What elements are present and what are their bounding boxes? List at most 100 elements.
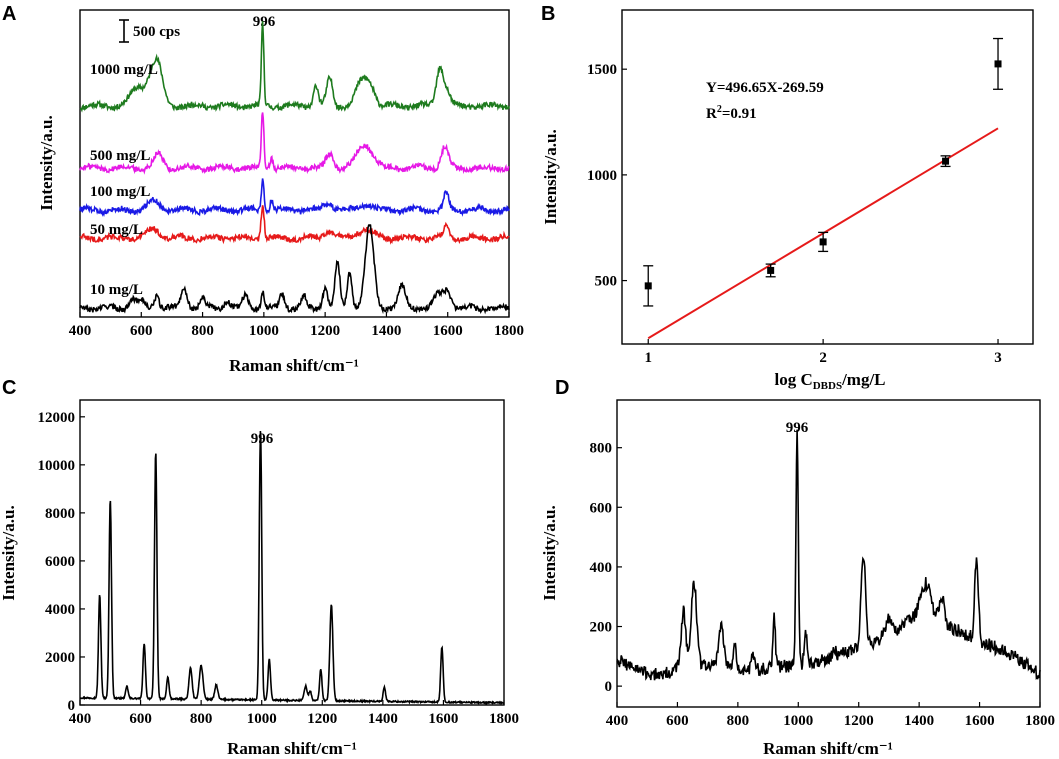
panel-d-x-tick-label-1600: 1600: [965, 713, 995, 729]
panel-b-data-point-4: [994, 60, 1002, 68]
panel-c-y-tick-label-4000: 4000: [45, 602, 75, 618]
panel-d-spectrum-line: [616, 429, 1041, 681]
panel-a-series-label-1: 500 mg/L: [90, 148, 150, 164]
panel-c-y-tick-label-8000: 8000: [45, 506, 75, 522]
panel-d-x-tick-label-1400: 1400: [904, 713, 934, 729]
panel-d-peak-label: 996: [786, 420, 809, 436]
panel-d: D 400 600 800 1000 1200 1400 1600 1800 0 200 400 60…: [540, 377, 1055, 758]
panel-d-label: D: [555, 377, 569, 399]
panel-a-scale-bar-label: 500 cps: [133, 24, 180, 40]
panel-d-x-tick-label-1000: 1000: [783, 713, 813, 729]
panel-a-x-tick-label-1600: 1600: [433, 323, 463, 339]
panel-b-y-axis-label: Intensity/a.u.: [541, 129, 560, 224]
panel-c-x-tick-label-1400: 1400: [368, 711, 398, 727]
panel-c-x-tick-label-400: 400: [69, 711, 92, 727]
panel-c-y-tick-label-0: 0: [68, 698, 76, 714]
panel-b-data-point-3: [942, 157, 950, 165]
panel-b-marks: [643, 37, 1004, 340]
panel-a-label: A: [2, 3, 16, 25]
panel-b-x-axis-label: log CDBDS/mg/L: [774, 370, 885, 392]
panel-c-x-tick-label-600: 600: [129, 711, 152, 727]
panel-a-scale-bar: 500 cps: [119, 19, 180, 43]
panel-b-label: B: [541, 3, 555, 25]
panel-a-series-line-10-mg-L: [79, 223, 510, 315]
panel-d-x-tick-label-800: 800: [727, 713, 750, 729]
panel-d-x-tick-label-1200: 1200: [844, 713, 874, 729]
panel-a-peak-label: 996: [253, 14, 276, 30]
panel-a-series-label-3: 50 mg/L: [90, 222, 143, 238]
panel-a-x-tick-label-400: 400: [69, 323, 92, 339]
panel-a-x-tick-label-600: 600: [130, 323, 153, 339]
panel-b-y-tick-label-1500: 1500: [587, 62, 617, 78]
panel-a-series-label-4: 10 mg/L: [90, 282, 143, 298]
panel-a: A 400 600 800 1000 1200 1400 1600 1800 Raman sh…: [2, 3, 524, 375]
panel-d-x-tick-label-400: 400: [606, 713, 629, 729]
panel-a-x-tick-label-1800: 1800: [494, 323, 524, 339]
panel-a-x-axis-label: Raman shift/cm⁻¹: [229, 356, 359, 375]
panel-b-fit-equation: Y=496.65X-269.59: [706, 80, 824, 96]
panel-a-y-axis-label: Intensity/a.u.: [37, 115, 56, 210]
panel-a-series-label-2: 100 mg/L: [90, 184, 150, 200]
panel-c-y-tick-label-10000: 10000: [38, 458, 76, 474]
panel-c-spectrum-line: [79, 430, 505, 706]
panel-b-x-tick-label-2: 2: [819, 350, 827, 366]
panel-c-plot-frame: [79, 399, 505, 706]
panel-b-data-point-1: [767, 266, 775, 274]
panel-c-peak-label: 996: [251, 431, 274, 447]
panel-b-ticks: 1 2 3 500 1000 1500: [587, 62, 1002, 366]
panel-d-y-tick-label-200: 200: [590, 620, 613, 636]
panel-b-data-point-0: [644, 282, 652, 290]
panel-c-y-tick-label-2000: 2000: [45, 650, 75, 666]
panel-d-x-axis-label: Raman shift/cm⁻¹: [763, 739, 893, 758]
panel-d-ticks: 400 600 800 1000 1200 1400 1600 1800 0 200 400 600 8…: [590, 441, 1056, 729]
panel-c-y-tick-label-6000: 6000: [45, 554, 75, 570]
panel-a-x-tick-label-800: 800: [191, 323, 214, 339]
panel-d-marks: [616, 429, 1041, 681]
panel-c-x-tick-label-800: 800: [190, 711, 213, 727]
panel-a-series-group: 1000 mg/L 500 mg/L 100 mg/L 50 mg/L 10 mg/L: [79, 21, 510, 315]
panel-d-y-axis-label: Intensity/a.u.: [540, 505, 559, 600]
panel-c-x-tick-label-1000: 1000: [247, 711, 277, 727]
panel-b-x-tick-label-3: 3: [994, 350, 1002, 366]
panel-a-series-line-100-mg-L: [79, 178, 510, 218]
panel-c: C 400 600 800 1000 1200 1400 1600 1800 0 2000 4000…: [0, 377, 519, 758]
panel-b-x-tick-label-1: 1: [644, 350, 652, 366]
panel-d-x-tick-label-600: 600: [666, 713, 689, 729]
panel-a-x-tick-label-1200: 1200: [310, 323, 340, 339]
panel-a-series-line-1000-mg-L: [79, 21, 510, 113]
panel-d-x-tick-label-1800: 1800: [1025, 713, 1055, 729]
panel-c-x-tick-label-1200: 1200: [307, 711, 337, 727]
panel-b-x-label-suffix: /mg/L: [841, 370, 885, 389]
panel-d-y-tick-label-400: 400: [590, 560, 613, 576]
panel-b-x-label-prefix: log C: [774, 370, 812, 389]
panel-c-x-tick-label-1800: 1800: [489, 711, 519, 727]
panel-b-plot-frame: [621, 9, 1034, 345]
panel-a-series-line-50-mg-L: [79, 205, 510, 245]
panel-a-series-line-500-mg-L: [79, 112, 510, 175]
panel-c-y-tick-label-12000: 12000: [38, 410, 76, 426]
panel-a-plot-frame: [79, 9, 510, 318]
panel-d-plot-frame: [616, 399, 1041, 708]
panel-d-y-tick-label-0: 0: [605, 679, 613, 695]
panel-d-y-tick-label-600: 600: [590, 500, 613, 516]
panel-a-x-ticks: 400 600 800 1000 1200 1400 1600 1800: [69, 312, 524, 339]
panel-c-x-tick-label-1600: 1600: [428, 711, 458, 727]
panel-c-x-axis-label: Raman shift/cm⁻¹: [227, 739, 357, 758]
panel-b-x-label-subscript: DBDS: [813, 380, 842, 392]
panel-b: B 1 2 3 500 1000 1500 log CDBDS/mg/L Intensit…: [541, 3, 1034, 392]
panel-d-y-tick-label-800: 800: [590, 441, 613, 457]
panel-b-data-point-2: [819, 238, 827, 246]
panel-c-label: C: [2, 377, 16, 399]
panel-c-y-axis-label: Intensity/a.u.: [0, 505, 18, 600]
panel-b-r2-superscript: 2: [717, 104, 722, 115]
panel-c-marks: [79, 430, 505, 706]
panel-b-r2-suffix: =0.91: [722, 106, 757, 122]
panel-b-r2-prefix: R: [706, 106, 717, 122]
panel-b-y-tick-label-500: 500: [595, 274, 618, 290]
panel-c-ticks: 400 600 800 1000 1200 1400 1600 1800 0 2000 4000 60…: [38, 410, 520, 727]
panel-a-x-tick-label-1400: 1400: [371, 323, 401, 339]
panel-a-series-label-0: 1000 mg/L: [90, 62, 158, 78]
panel-a-x-tick-label-1000: 1000: [249, 323, 279, 339]
panel-b-y-tick-label-1000: 1000: [587, 168, 617, 184]
